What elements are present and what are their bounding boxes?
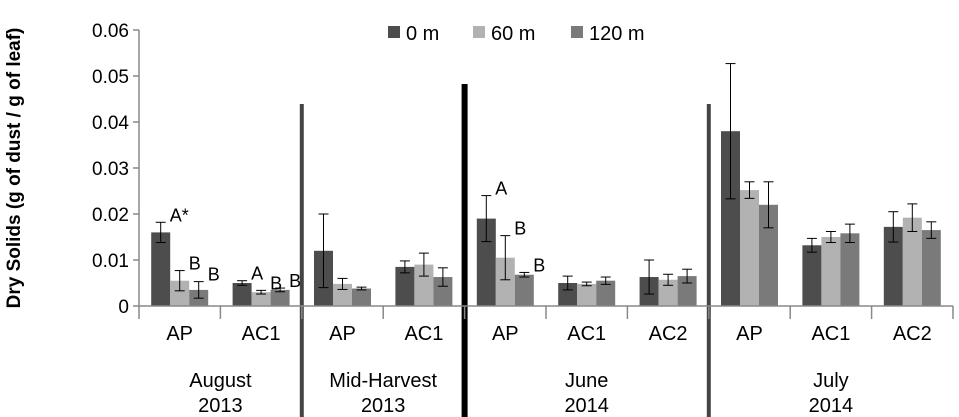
group-label-line1: July (813, 370, 849, 392)
y-tick-label: 0.01 (92, 251, 129, 272)
bar (883, 226, 903, 306)
significance-label: B (533, 255, 545, 275)
bar (596, 280, 616, 306)
bar (514, 274, 534, 306)
bar (270, 289, 290, 306)
bar (902, 217, 922, 306)
significance-label: A* (170, 205, 189, 225)
bar (495, 257, 515, 306)
significance-label: B (189, 254, 201, 274)
y-tick-label: 0.04 (92, 113, 129, 134)
legend-swatch (473, 26, 485, 38)
group-label-line2: 2014 (564, 395, 609, 417)
significance-label: B (208, 265, 220, 285)
category-label: AC2 (649, 323, 688, 345)
group-label-line1: June (565, 370, 608, 392)
bar (558, 283, 578, 306)
legend-label: 120 m (589, 23, 645, 45)
bar (821, 237, 841, 306)
bar (921, 230, 941, 306)
category-label: AP (166, 323, 193, 345)
bar (232, 283, 252, 306)
y-axis: 0 0.01 0.02 0.03 0.04 0.05 0.06 (92, 21, 140, 318)
significance-label: A (495, 179, 507, 199)
category-label: AC2 (893, 323, 932, 345)
legend: 0 m 60 m 120 m (388, 23, 645, 45)
bar (170, 280, 190, 306)
group-label-line2: 2014 (809, 395, 854, 417)
group-label-line2: 2013 (361, 395, 406, 417)
category-label: AC1 (404, 323, 443, 345)
bar (677, 276, 697, 306)
bar (740, 190, 759, 306)
legend-label: 0 m (406, 23, 439, 45)
bar (577, 283, 597, 306)
bar (658, 279, 678, 306)
bar (721, 131, 740, 306)
bar (414, 264, 434, 306)
legend-label: 60 m (491, 23, 535, 45)
category-label: AC1 (242, 323, 281, 345)
legend-swatch (388, 26, 400, 38)
significance-label: B (289, 271, 301, 291)
x-axis: AP AC1 August 2013 AP AC1 Mid-Harvest 2013 AP AC1… (138, 305, 954, 417)
group-label-line1: August (189, 370, 252, 392)
category-label: AP (736, 323, 763, 345)
bar (151, 232, 171, 306)
bar (802, 245, 822, 306)
y-axis-title: Dry Solids (g of dust / g of leaf) (4, 28, 25, 309)
y-tick-label: 0.05 (92, 67, 129, 88)
category-label: AC1 (567, 323, 606, 345)
y-tick-label: 0.03 (92, 159, 129, 180)
y-tick-label: 0 (118, 297, 129, 318)
bar (352, 288, 371, 306)
bar (840, 233, 860, 306)
bar (395, 266, 415, 306)
category-label: AP (492, 323, 519, 345)
group-label-line2: 2013 (198, 395, 243, 417)
category-label: AC1 (811, 323, 850, 345)
significance-label: B (514, 219, 526, 239)
bar (759, 204, 778, 306)
significance-label: A (251, 264, 263, 284)
group-label-line1: Mid-Harvest (329, 370, 437, 392)
bar (476, 218, 496, 306)
y-tick-label: 0.06 (92, 21, 129, 42)
bar (251, 292, 271, 306)
category-label: AP (329, 323, 356, 345)
legend-swatch (571, 26, 583, 38)
y-tick-label: 0.02 (92, 205, 129, 226)
bar (433, 277, 453, 306)
